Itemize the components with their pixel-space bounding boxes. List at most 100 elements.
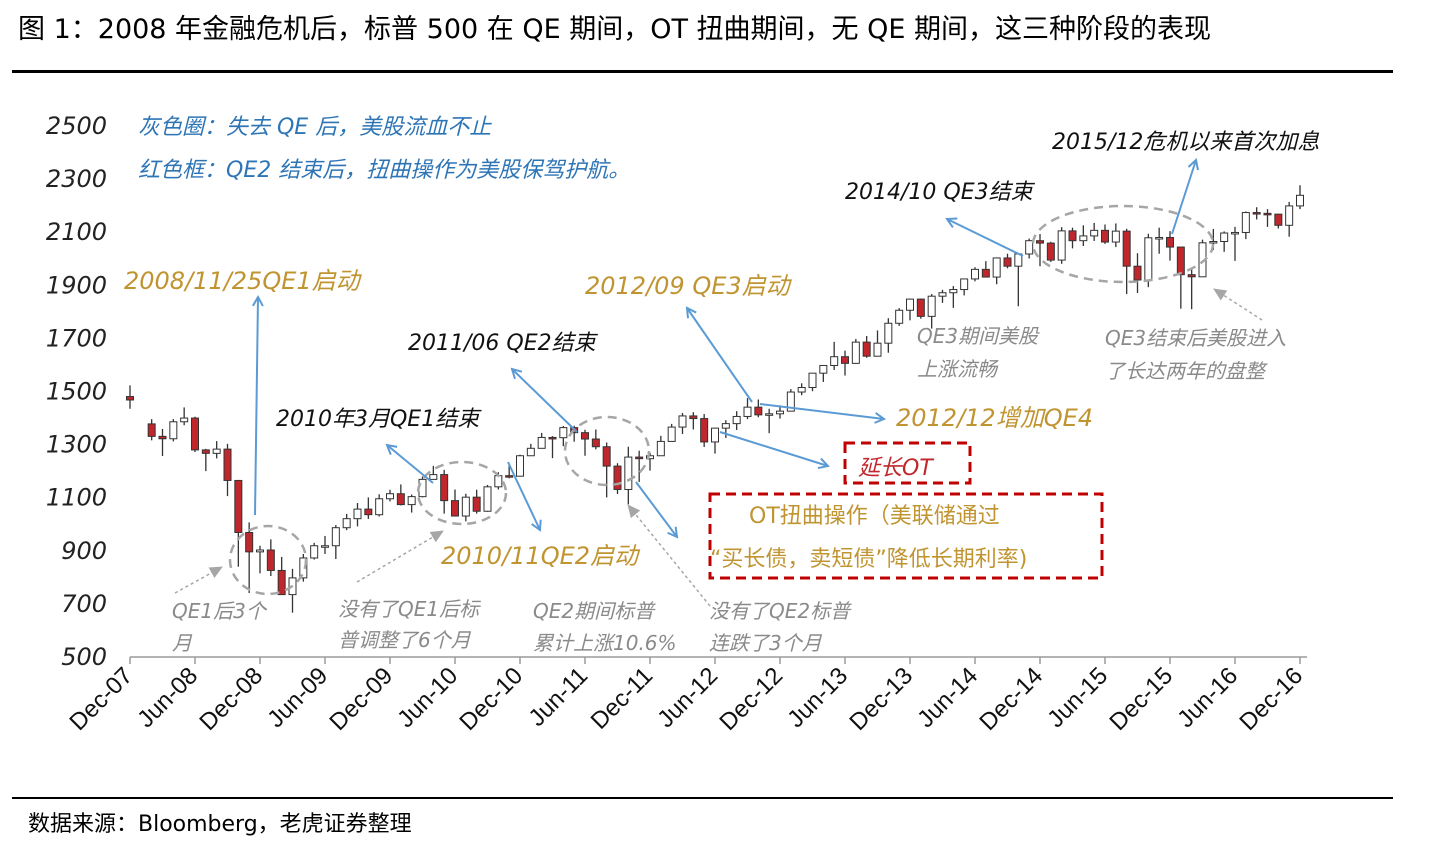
candle-body-up <box>407 496 416 506</box>
annotations: 灰色圈：失去 QE 后，美股流血不止 红色框：QE2 结束后，扭曲操作为美股保驾… <box>124 115 1319 655</box>
candle <box>1122 228 1131 295</box>
arrow-ot-extend <box>719 431 828 466</box>
candle-body-up <box>1285 205 1294 226</box>
x-tick-label: Jun-12 <box>652 662 723 733</box>
candle-body-up <box>797 387 806 393</box>
candle <box>461 493 470 522</box>
candle-body-down <box>1101 229 1109 243</box>
candle <box>1014 253 1023 307</box>
arrow-rate-hike <box>1171 160 1196 235</box>
candle <box>635 450 644 483</box>
candle <box>656 435 665 457</box>
candle-body-down <box>1263 212 1272 216</box>
page-title: 图 1：2008 年金融危机后，标普 500 在 QE 期间，OT 扭曲期间，无… <box>18 14 1212 45</box>
candle <box>602 442 611 498</box>
candle-body-up <box>1231 231 1239 235</box>
candle <box>223 443 232 497</box>
candle-body-down <box>440 474 449 502</box>
label-qe1-end: 2010年3月QE1结束 <box>276 407 482 432</box>
candle-body-up <box>624 456 633 490</box>
candle-body-down <box>505 475 514 478</box>
candle-body-down <box>1166 237 1174 248</box>
y-tick-label: 1100 <box>46 484 107 512</box>
candle-body-up <box>429 474 438 480</box>
arrow-qe1-start <box>255 297 258 516</box>
candle-body-up <box>180 417 189 423</box>
candle <box>873 330 882 357</box>
candle-body-up <box>1209 240 1218 244</box>
pointer-no-qe2 <box>627 504 711 607</box>
arrow-ot-operation <box>635 481 677 537</box>
candle-body-down <box>158 435 167 440</box>
x-tick-label: Jun-16 <box>1172 662 1243 733</box>
candle-body-up <box>353 508 362 520</box>
label-rate-hike: 2015/12危机以来首次加息 <box>1052 130 1319 155</box>
note-qe3-line2: 上涨流畅 <box>917 357 999 381</box>
candle <box>1220 231 1229 252</box>
candle-body-up <box>830 356 839 366</box>
x-tick-label: Jun-08 <box>132 662 203 733</box>
candle <box>277 556 286 596</box>
candle <box>927 294 936 329</box>
candle-body-up <box>1079 235 1088 242</box>
candle <box>906 298 914 321</box>
circle-qe1-gap <box>228 524 308 596</box>
candle <box>797 383 806 396</box>
candle <box>256 545 264 574</box>
candle-body-up <box>461 496 470 517</box>
candle <box>711 427 719 454</box>
candle-body-up <box>721 423 730 429</box>
candle-body-up <box>960 278 969 291</box>
candle-body-down <box>396 493 405 506</box>
candle-body-up <box>949 289 958 294</box>
candle-body-up <box>1296 194 1304 207</box>
box-ot-extend <box>843 441 972 485</box>
top-rule <box>12 70 1393 73</box>
candle <box>743 398 752 420</box>
candle <box>126 385 134 409</box>
candle <box>765 408 774 434</box>
y-tick-label: 2100 <box>46 218 107 246</box>
candle-body-down <box>635 456 644 460</box>
x-tick-label: Dec-07 <box>64 662 138 736</box>
x-tick-label: Dec-15 <box>1104 662 1178 736</box>
candle <box>1155 227 1164 254</box>
candle <box>581 429 589 456</box>
candle <box>646 452 654 471</box>
circle-post-qe3 <box>1031 204 1215 284</box>
candle-body-down <box>916 298 925 317</box>
candle-body-up <box>212 448 221 454</box>
arrow-qe2-end <box>512 369 578 433</box>
candle <box>266 539 275 577</box>
candle-body-up <box>1220 232 1229 242</box>
candle-body-up <box>1144 237 1153 281</box>
note-no-qe2-line1: 没有了QE2标普 <box>709 599 852 623</box>
bottom-rule <box>12 797 1393 799</box>
x-tick-label: Jun-13 <box>782 662 853 733</box>
candle <box>819 364 828 382</box>
candle-body-up <box>938 292 947 297</box>
x-tick-label: Dec-10 <box>454 662 528 736</box>
x-tick-label: Jun-09 <box>262 662 333 733</box>
candle-body-up <box>678 415 687 428</box>
candle <box>591 429 600 450</box>
candle-body-down <box>862 341 871 357</box>
candle-body-down <box>223 448 232 481</box>
candle-body-down <box>1036 240 1044 244</box>
candle <box>342 513 351 531</box>
candle <box>483 484 492 512</box>
candle-body-up <box>310 545 319 559</box>
candle-series <box>126 185 1304 613</box>
candle-body-up <box>656 440 665 457</box>
red-boxes <box>708 441 1104 580</box>
candle-body-down <box>1068 230 1077 242</box>
candle-body-up <box>526 447 535 457</box>
x-tick-label: Dec-09 <box>324 662 398 736</box>
candle <box>288 568 297 613</box>
box-ot-operation <box>708 492 1104 580</box>
candle-body-down <box>754 406 763 416</box>
y-tick-label: 1300 <box>46 431 107 459</box>
candle <box>440 469 449 514</box>
candle <box>364 497 373 519</box>
candle <box>516 454 524 477</box>
